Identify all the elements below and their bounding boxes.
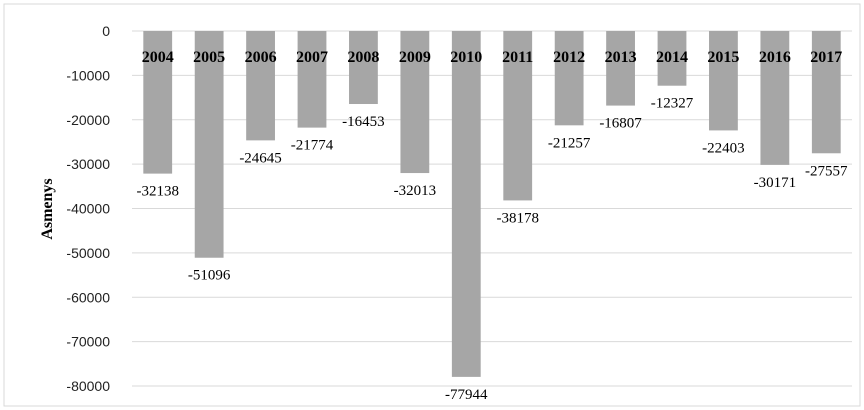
bar [503,31,533,201]
x-tick-label: 2009 [399,49,431,66]
x-axis-ticks: 2004 2005 2006 2007 2008 2009 2010 2011 2012 2013… [142,49,843,66]
y-tick-label: -80000 [66,378,110,394]
data-label: -32138 [136,184,179,200]
y-tick-label: -60000 [66,289,110,305]
bar [297,31,327,128]
data-label: -22403 [702,140,745,156]
bar [811,31,841,154]
bar [554,31,584,126]
y-tick-label: 0 [102,23,110,39]
bar [606,31,635,106]
bar [760,31,790,165]
x-tick-label: 2013 [605,49,637,66]
data-label: -27557 [805,163,848,179]
x-tick-label: 2015 [707,49,739,66]
y-tick-label: -70000 [66,334,110,350]
data-label: -21774 [291,138,334,154]
bar [246,31,275,141]
data-label: -12327 [651,96,694,112]
x-tick-label: 2007 [296,49,328,66]
data-label: -38178 [496,210,539,226]
y-axis-label: Asmenys [39,178,56,239]
y-tick-label: -50000 [66,245,110,261]
x-tick-label: 2012 [553,49,585,66]
bar [451,31,481,377]
bar [194,31,224,258]
bar [349,31,378,105]
bar [143,31,173,174]
data-label: -30171 [754,175,797,191]
data-label: -77944 [445,387,488,403]
data-label: -16807 [599,116,642,132]
y-tick-label: -30000 [66,156,110,172]
data-label: -21257 [548,135,591,151]
x-tick-label: 2008 [347,49,379,66]
y-tick-label: -20000 [66,112,110,128]
bars [143,31,841,377]
y-tick-label: -40000 [66,201,110,217]
data-label: -51096 [188,268,231,284]
x-tick-label: 2005 [193,49,225,66]
x-tick-label: 2016 [759,49,791,66]
data-label: -16453 [342,114,385,130]
data-labels: -32138 -51096 -24645 -21774 -16453 -32013 -779… [136,96,848,403]
y-axis-ticks: 0 -10000 -20000 -30000 -40000 -50000 -60000 -70… [66,23,110,394]
data-label: -24645 [239,150,282,166]
x-tick-label: 2014 [656,49,688,66]
x-tick-label: 2010 [450,49,482,66]
y-tick-label: -10000 [66,67,110,83]
data-label: -32013 [394,183,437,199]
bar [657,31,687,86]
bar [400,31,430,174]
bar [709,31,738,131]
x-tick-label: 2017 [810,49,842,66]
x-tick-label: 2011 [502,49,533,66]
x-tick-label: 2004 [142,49,174,66]
x-tick-label: 2006 [245,49,277,66]
